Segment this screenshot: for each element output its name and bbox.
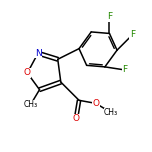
- Text: F: F: [130, 30, 135, 40]
- Text: O: O: [24, 68, 31, 78]
- Text: CH₃: CH₃: [23, 100, 37, 109]
- Text: F: F: [107, 12, 112, 21]
- Text: CH₃: CH₃: [104, 108, 118, 117]
- Text: N: N: [35, 49, 41, 58]
- Text: O: O: [73, 114, 79, 123]
- Text: F: F: [122, 65, 127, 74]
- Text: O: O: [92, 99, 99, 108]
